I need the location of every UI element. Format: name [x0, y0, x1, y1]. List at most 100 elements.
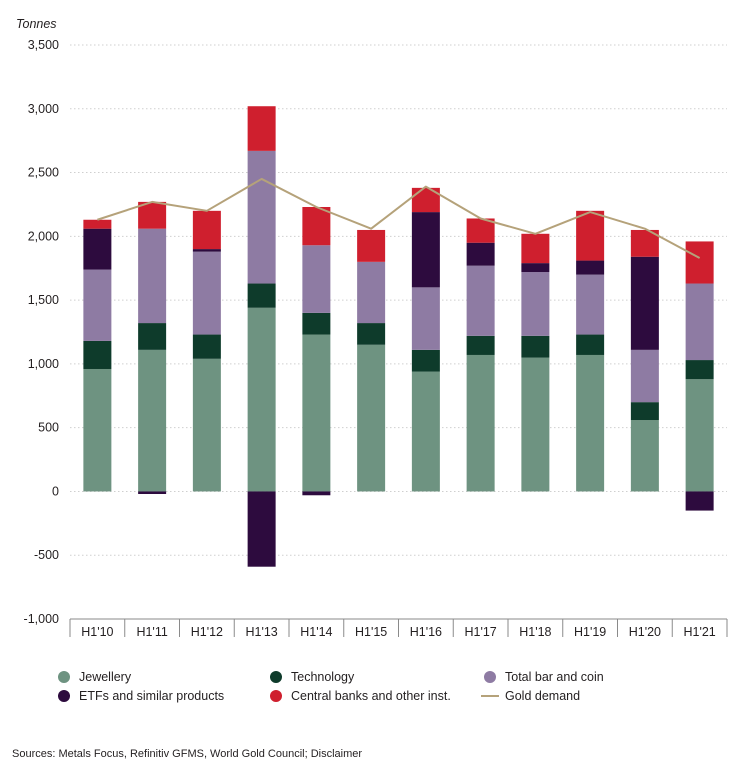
bar-segment-technology — [357, 323, 386, 345]
bar-segment-total-bar-and-coin — [466, 265, 495, 336]
y-tick-label: 500 — [38, 421, 59, 435]
y-tick-label: -500 — [34, 548, 59, 562]
legend-label-gold-demand: Gold demand — [505, 689, 581, 703]
x-tick-label: H1'20 — [629, 625, 661, 639]
y-axis-label: Tonnes — [16, 17, 57, 31]
bar-segment-central-banks-and-other-inst — [138, 201, 167, 229]
bar-segment-central-banks-and-other-inst — [576, 210, 605, 261]
legend-swatch-central-banks — [270, 690, 282, 702]
legend-item-etfs: ETFs and similar products — [58, 689, 224, 703]
y-axis-ticks: -1,000 -500 0 500 1,000 1,500 2,000 2,500 3,000 3… — [24, 38, 60, 626]
x-axis: H1'10 H1'11 H1'12 H1'13 H1'14 H1'15 H1'16 H1'17… — [69, 618, 728, 639]
bar-segment-jewellery — [466, 354, 495, 492]
bar-segment-total-bar-and-coin — [247, 150, 276, 284]
legend-item-technology: Technology — [270, 670, 354, 684]
bar-segment-technology — [521, 335, 550, 358]
x-tick-label: H1'15 — [355, 625, 387, 639]
bar-segment-jewellery — [411, 371, 440, 492]
legend-swatch-total-bar-and-coin — [484, 671, 496, 683]
legend-label-etfs: ETFs and similar products — [79, 689, 225, 703]
bar-segment-etfs-and-similar-products — [411, 212, 440, 288]
bar-segment-total-bar-and-coin — [302, 245, 331, 313]
x-tick-label: H1'19 — [574, 625, 606, 639]
gold-demand-line-layer — [97, 177, 701, 259]
legend-item-jewellery: Jewellery — [58, 670, 131, 684]
bar-segment-jewellery — [630, 420, 659, 492]
bar-segment-jewellery — [357, 344, 386, 492]
legend-label-technology: Technology — [291, 670, 355, 684]
bar-segment-central-banks-and-other-inst — [247, 106, 276, 151]
gold-demand-chart: Tonnes -1,000 -500 0 500 1,000 1,500 2,000 2,50… — [16, 17, 728, 639]
x-tick-label: H1'10 — [81, 625, 113, 639]
bar-segment-etfs-and-similar-products — [83, 228, 112, 270]
bar-segment-total-bar-and-coin — [138, 228, 167, 324]
y-tick-label: 3,500 — [28, 38, 59, 52]
bar-segment-etfs-and-similar-products — [630, 256, 659, 350]
bar-segment-etfs-and-similar-products — [576, 260, 605, 275]
y-tick-label: -1,000 — [24, 612, 59, 626]
legend-label-jewellery: Jewellery — [79, 670, 132, 684]
bar-segment-central-banks-and-other-inst — [466, 218, 495, 243]
bar-segment-central-banks-and-other-inst — [192, 210, 221, 250]
legend-item-total-bar-and-coin: Total bar and coin — [484, 670, 604, 684]
legend-swatch-gold-demand — [481, 695, 499, 697]
legend-swatch-technology — [270, 671, 282, 683]
x-tick-label: H1'21 — [683, 625, 715, 639]
legend-swatch-jewellery — [58, 671, 70, 683]
x-tick-label: H1'14 — [300, 625, 332, 639]
gridlines — [70, 44, 727, 556]
x-tick-label: H1'17 — [464, 625, 496, 639]
y-tick-label: 1,500 — [28, 293, 59, 307]
bars — [83, 106, 714, 567]
bar-segment-central-banks-and-other-inst — [521, 233, 550, 264]
bar-segment-jewellery — [83, 368, 112, 492]
bar-segment-total-bar-and-coin — [685, 283, 714, 361]
bar-segment-etfs-and-similar-products — [302, 491, 331, 496]
bar-segment-etfs-and-similar-products — [247, 491, 276, 567]
legend-label-total-bar-and-coin: Total bar and coin — [505, 670, 604, 684]
bar-segment-jewellery — [521, 357, 550, 492]
bar-segment-technology — [83, 340, 112, 369]
bar-segment-technology — [466, 335, 495, 355]
bar-segment-technology — [247, 283, 276, 308]
legend-swatch-etfs — [58, 690, 70, 702]
bar-segment-etfs-and-similar-products — [521, 263, 550, 273]
bar-segment-etfs-and-similar-products — [138, 491, 167, 494]
bar-segment-total-bar-and-coin — [192, 251, 221, 335]
legend-label-central-banks: Central banks and other inst. — [291, 689, 451, 703]
bar-segment-jewellery — [138, 349, 167, 492]
legend-item-gold-demand: Gold demand — [481, 689, 580, 703]
x-tick-label: H1'12 — [191, 625, 223, 639]
bar-segment-central-banks-and-other-inst — [357, 229, 386, 262]
bar-segment-total-bar-and-coin — [357, 261, 386, 324]
bar-segment-technology — [302, 312, 331, 335]
x-tick-label: H1'11 — [136, 625, 167, 639]
bar-segment-central-banks-and-other-inst — [83, 219, 112, 229]
y-tick-label: 2,500 — [28, 166, 59, 180]
bar-segment-technology — [630, 402, 659, 421]
bar-segment-central-banks-and-other-inst — [685, 241, 714, 284]
bar-segment-technology — [192, 334, 221, 359]
gold-demand-line — [97, 177, 701, 259]
bar-segment-jewellery — [576, 354, 605, 492]
y-tick-label: 3,000 — [28, 102, 59, 116]
y-tick-label: 1,000 — [28, 357, 59, 371]
bar-segment-technology — [576, 334, 605, 355]
bar-segment-total-bar-and-coin — [411, 287, 440, 350]
bar-segment-technology — [411, 349, 440, 372]
bar-segment-jewellery — [247, 307, 276, 492]
bar-segment-jewellery — [302, 334, 331, 492]
bar-segment-total-bar-and-coin — [83, 269, 112, 341]
bar-segment-technology — [685, 360, 714, 380]
source-note: Sources: Metals Focus, Refinitiv GFMS, W… — [12, 748, 363, 760]
bar-segment-total-bar-and-coin — [576, 274, 605, 335]
bar-segment-technology — [138, 323, 167, 350]
x-tick-label: H1'13 — [245, 625, 277, 639]
x-tick-label: H1'18 — [519, 625, 551, 639]
x-tick-label: H1'16 — [410, 625, 442, 639]
bar-segment-total-bar-and-coin — [521, 272, 550, 336]
bar-segment-total-bar-and-coin — [630, 349, 659, 403]
y-tick-label: 2,000 — [28, 229, 59, 243]
bar-segment-etfs-and-similar-products — [685, 491, 714, 511]
bar-segment-jewellery — [685, 379, 714, 492]
